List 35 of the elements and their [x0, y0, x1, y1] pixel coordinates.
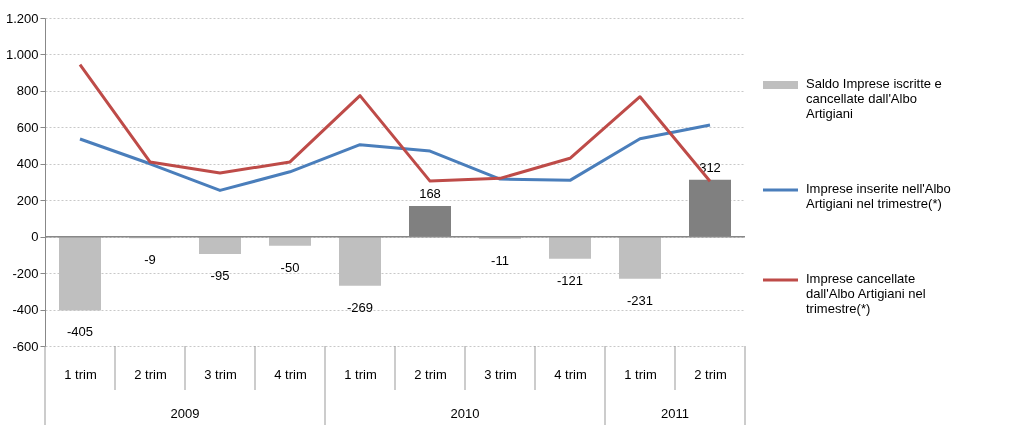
y-tick-label: 1.000 — [5, 46, 39, 62]
y-tick-label: 800 — [16, 83, 39, 99]
data-label: -121 — [556, 272, 584, 288]
x-tick-label: 2 trim — [414, 366, 447, 382]
text: 2010 — [450, 406, 480, 421]
x-tick-label: 4 trim — [274, 366, 307, 382]
x-tick-label: 1 trim — [624, 366, 657, 382]
y-tick-label: 200 — [16, 192, 39, 208]
y-tick-label: 1.200 — [5, 10, 39, 26]
x-tick-label: 4 trim — [554, 366, 587, 382]
legend-label: Imprese cancellate dall'Albo Artigiani nel trimestre(*) — [806, 271, 926, 316]
y-tick-label: -400 — [12, 302, 39, 318]
y-tick-label: 400 — [16, 156, 39, 172]
y-tick-label: -200 — [12, 265, 39, 281]
data-label: 168 — [419, 186, 441, 202]
x-tick-label: 3 trim — [204, 366, 237, 382]
data-label: -405 — [66, 324, 94, 340]
x-tick-label: 2 trim — [694, 366, 727, 382]
text: 2009 — [170, 406, 200, 421]
data-label: -50 — [280, 259, 300, 275]
y-tick-label: -600 — [12, 338, 39, 354]
legend-label: Imprese inserite nell'Albo Artigiani nel trimestre(*) — [806, 181, 951, 211]
text: 2011 — [661, 406, 689, 421]
legend-label: Saldo Imprese iscritte e cancellate dall'Albo Artigiani — [806, 76, 942, 121]
data-label: -95 — [210, 267, 230, 283]
data-label: -11 — [491, 252, 509, 268]
data-label: -231 — [626, 292, 654, 308]
x-tick-label: 1 trim — [344, 366, 377, 382]
y-tick-label: 0 — [31, 229, 39, 245]
x-tick-label: 3 trim — [484, 366, 517, 382]
data-label: -269 — [346, 299, 374, 315]
y-tick-label: 600 — [16, 119, 39, 135]
x-tick-label: 1 trim — [64, 366, 97, 382]
data-label: -9 — [144, 252, 156, 268]
x-tick-label: 2 trim — [134, 366, 167, 382]
